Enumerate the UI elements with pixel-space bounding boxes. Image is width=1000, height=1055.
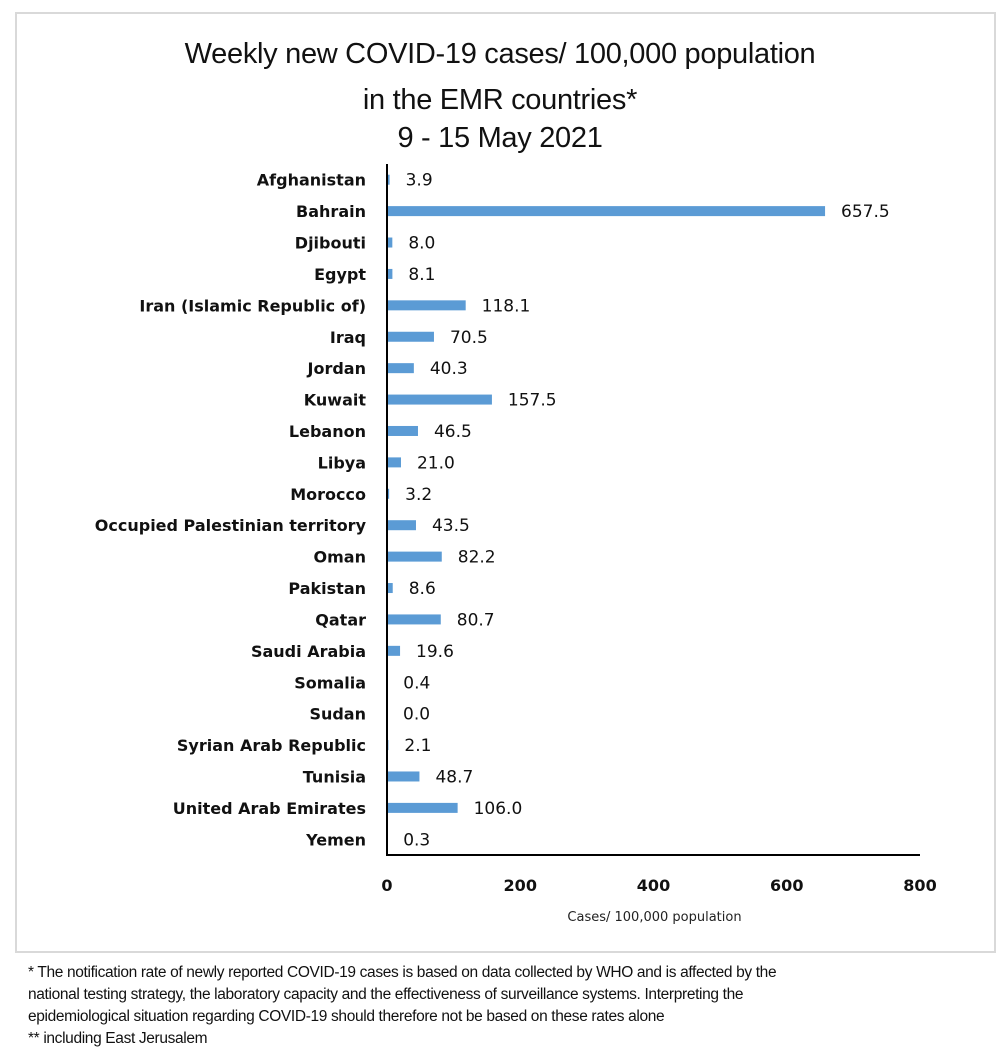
bar-iran-islamic-republic-of [387,300,466,311]
value-label: 46.5 [434,422,472,442]
chart-subtitle: 9 - 15 May 2021 [397,122,603,154]
category-label: Iraq [330,328,366,347]
category-label: Egypt [314,265,366,284]
value-label: 40.3 [430,359,468,379]
bar-iraq [387,331,434,342]
value-label: 8.1 [408,265,435,285]
category-label: Jordan [307,359,366,378]
category-label: Saudi Arabia [251,642,366,661]
footnote-line: ** including East Jerusalem [28,1030,208,1047]
footnote-line: epidemiological situation regarding COVI… [28,1008,665,1025]
bars-group [387,174,826,845]
category-label: Oman [314,548,366,567]
value-label: 3.9 [406,171,433,191]
bar-oman [387,551,442,562]
footnote-line: national testing strategy, the laborator… [28,986,744,1003]
bar-djibouti [387,237,393,248]
x-axis-title: Cases/ 100,000 population [567,910,741,925]
category-label: Pakistan [288,579,366,598]
value-label: 2.1 [404,736,431,756]
value-label: 3.2 [405,485,432,505]
value-label: 8.0 [408,234,435,254]
bar-kuwait [387,394,492,405]
category-label: Syrian Arab Republic [177,736,366,755]
x-tick-labels: 0 200 400 600 800 [381,876,936,895]
category-label: Qatar [315,610,366,629]
value-label: 0.4 [403,673,430,693]
chart-title: Weekly new COVID-19 cases/ 100,000 popul… [184,38,816,70]
category-label: Yemen [305,830,366,849]
category-label: Kuwait [304,391,367,410]
bar-chart: Afghanistan Bahrain Djibouti Egypt Iran (Isl… [95,164,937,925]
bar-lebanon [387,425,418,436]
value-label: 157.5 [508,391,557,411]
bar-morocco [387,488,390,499]
bar-jordan [387,363,414,374]
x-tick-label: 600 [770,876,803,895]
bar-libya [387,457,401,468]
value-label: 82.2 [458,548,496,568]
category-label: Afghanistan [257,171,366,190]
category-label: Djibouti [295,234,366,253]
category-label: Morocco [290,485,366,504]
value-label: 43.5 [432,516,470,536]
value-label: 8.6 [409,579,436,599]
bar-occupied-palestinian-territory [387,520,416,531]
bar-qatar [387,614,441,625]
bar-tunisia [387,771,420,782]
category-label: Sudan [309,705,366,724]
category-label: Occupied Palestinian territory [95,516,367,535]
x-tick-label: 200 [504,876,537,895]
category-labels: Afghanistan Bahrain Djibouti Egypt Iran (Isl… [95,171,367,850]
footnote-line: * The notification rate of newly reporte… [28,964,777,981]
value-label: 0.0 [403,705,430,725]
value-label: 106.0 [474,799,523,819]
x-tick-label: 400 [637,876,670,895]
category-label: Somalia [294,673,366,692]
footnote: * The notification rate of newly reporte… [28,962,988,1050]
category-label: Iran (Islamic Republic of) [139,296,366,315]
bar-saudi-arabia [387,645,401,656]
value-label: 48.7 [435,767,473,787]
chart-frame [15,12,996,953]
chart-title-line2: in the EMR countries* [362,84,638,116]
bar-afghanistan [387,174,390,185]
bar-bahrain [387,206,826,217]
category-label: United Arab Emirates [173,799,366,818]
value-label: 80.7 [457,610,495,630]
value-label: 657.5 [841,202,890,222]
bar-egypt [387,268,393,279]
value-label: 0.3 [403,830,430,850]
category-label: Bahrain [296,202,366,221]
bar-pakistan [387,583,393,594]
value-label: 118.1 [482,296,531,316]
category-label: Tunisia [303,767,366,786]
value-label: 70.5 [450,328,488,348]
value-labels: 3.9 657.5 8.0 8.1 118.1 70.5 40.3 157.5 46.5 21.0… [403,171,890,851]
bar-united-arab-emirates [387,802,458,813]
value-label: 21.0 [417,453,455,473]
category-label: Lebanon [289,422,366,441]
x-tick-label: 0 [381,876,392,895]
value-label: 19.6 [416,642,454,662]
x-tick-label: 800 [903,876,936,895]
category-label: Libya [318,453,366,472]
